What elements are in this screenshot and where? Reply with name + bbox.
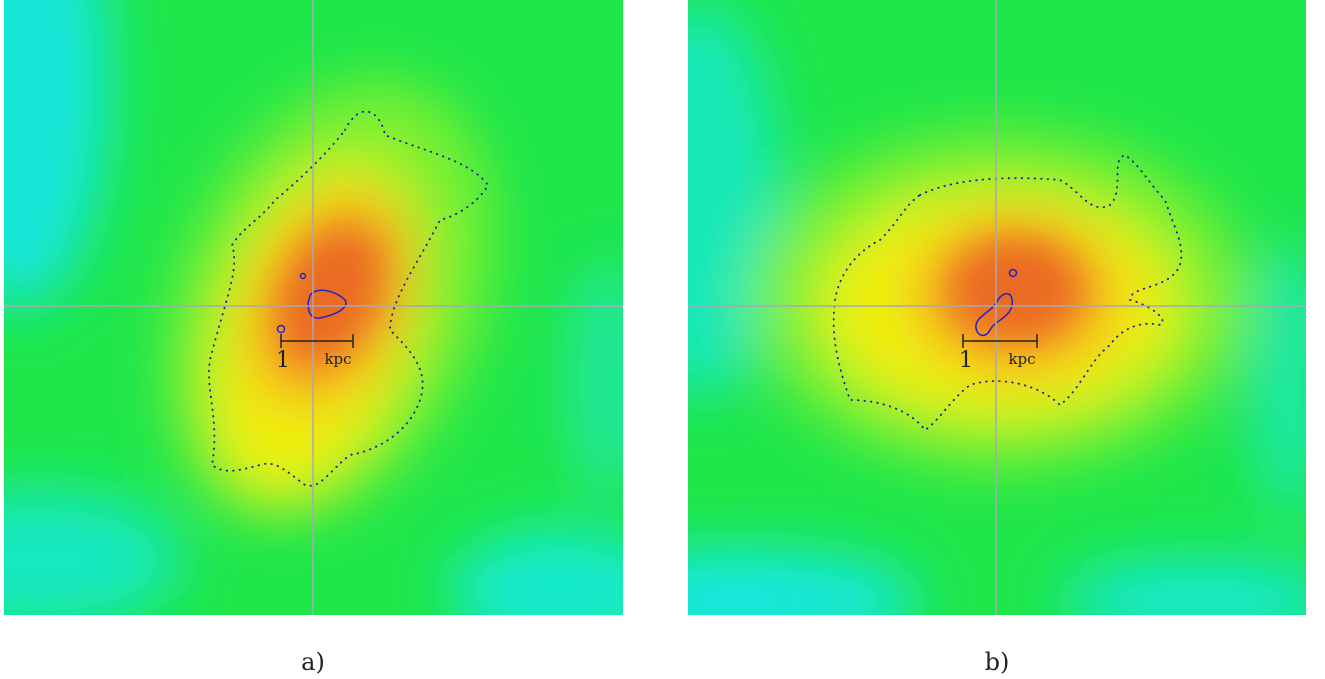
panel-b [560, 0, 1325, 650]
scale-number: 1 [276, 348, 290, 373]
panel-label: a) [301, 648, 325, 676]
panel-a [0, 0, 670, 650]
scale-unit: kpc [1008, 350, 1035, 368]
scale-unit: kpc [324, 350, 351, 368]
panel-label: b) [985, 648, 1010, 676]
page: 1 kpc a) 1 kpc b) (() => { const data = [0, 0, 1325, 679]
figure: 1 kpc a) 1 kpc b) [0, 0, 1325, 679]
scale-number: 1 [959, 348, 973, 373]
